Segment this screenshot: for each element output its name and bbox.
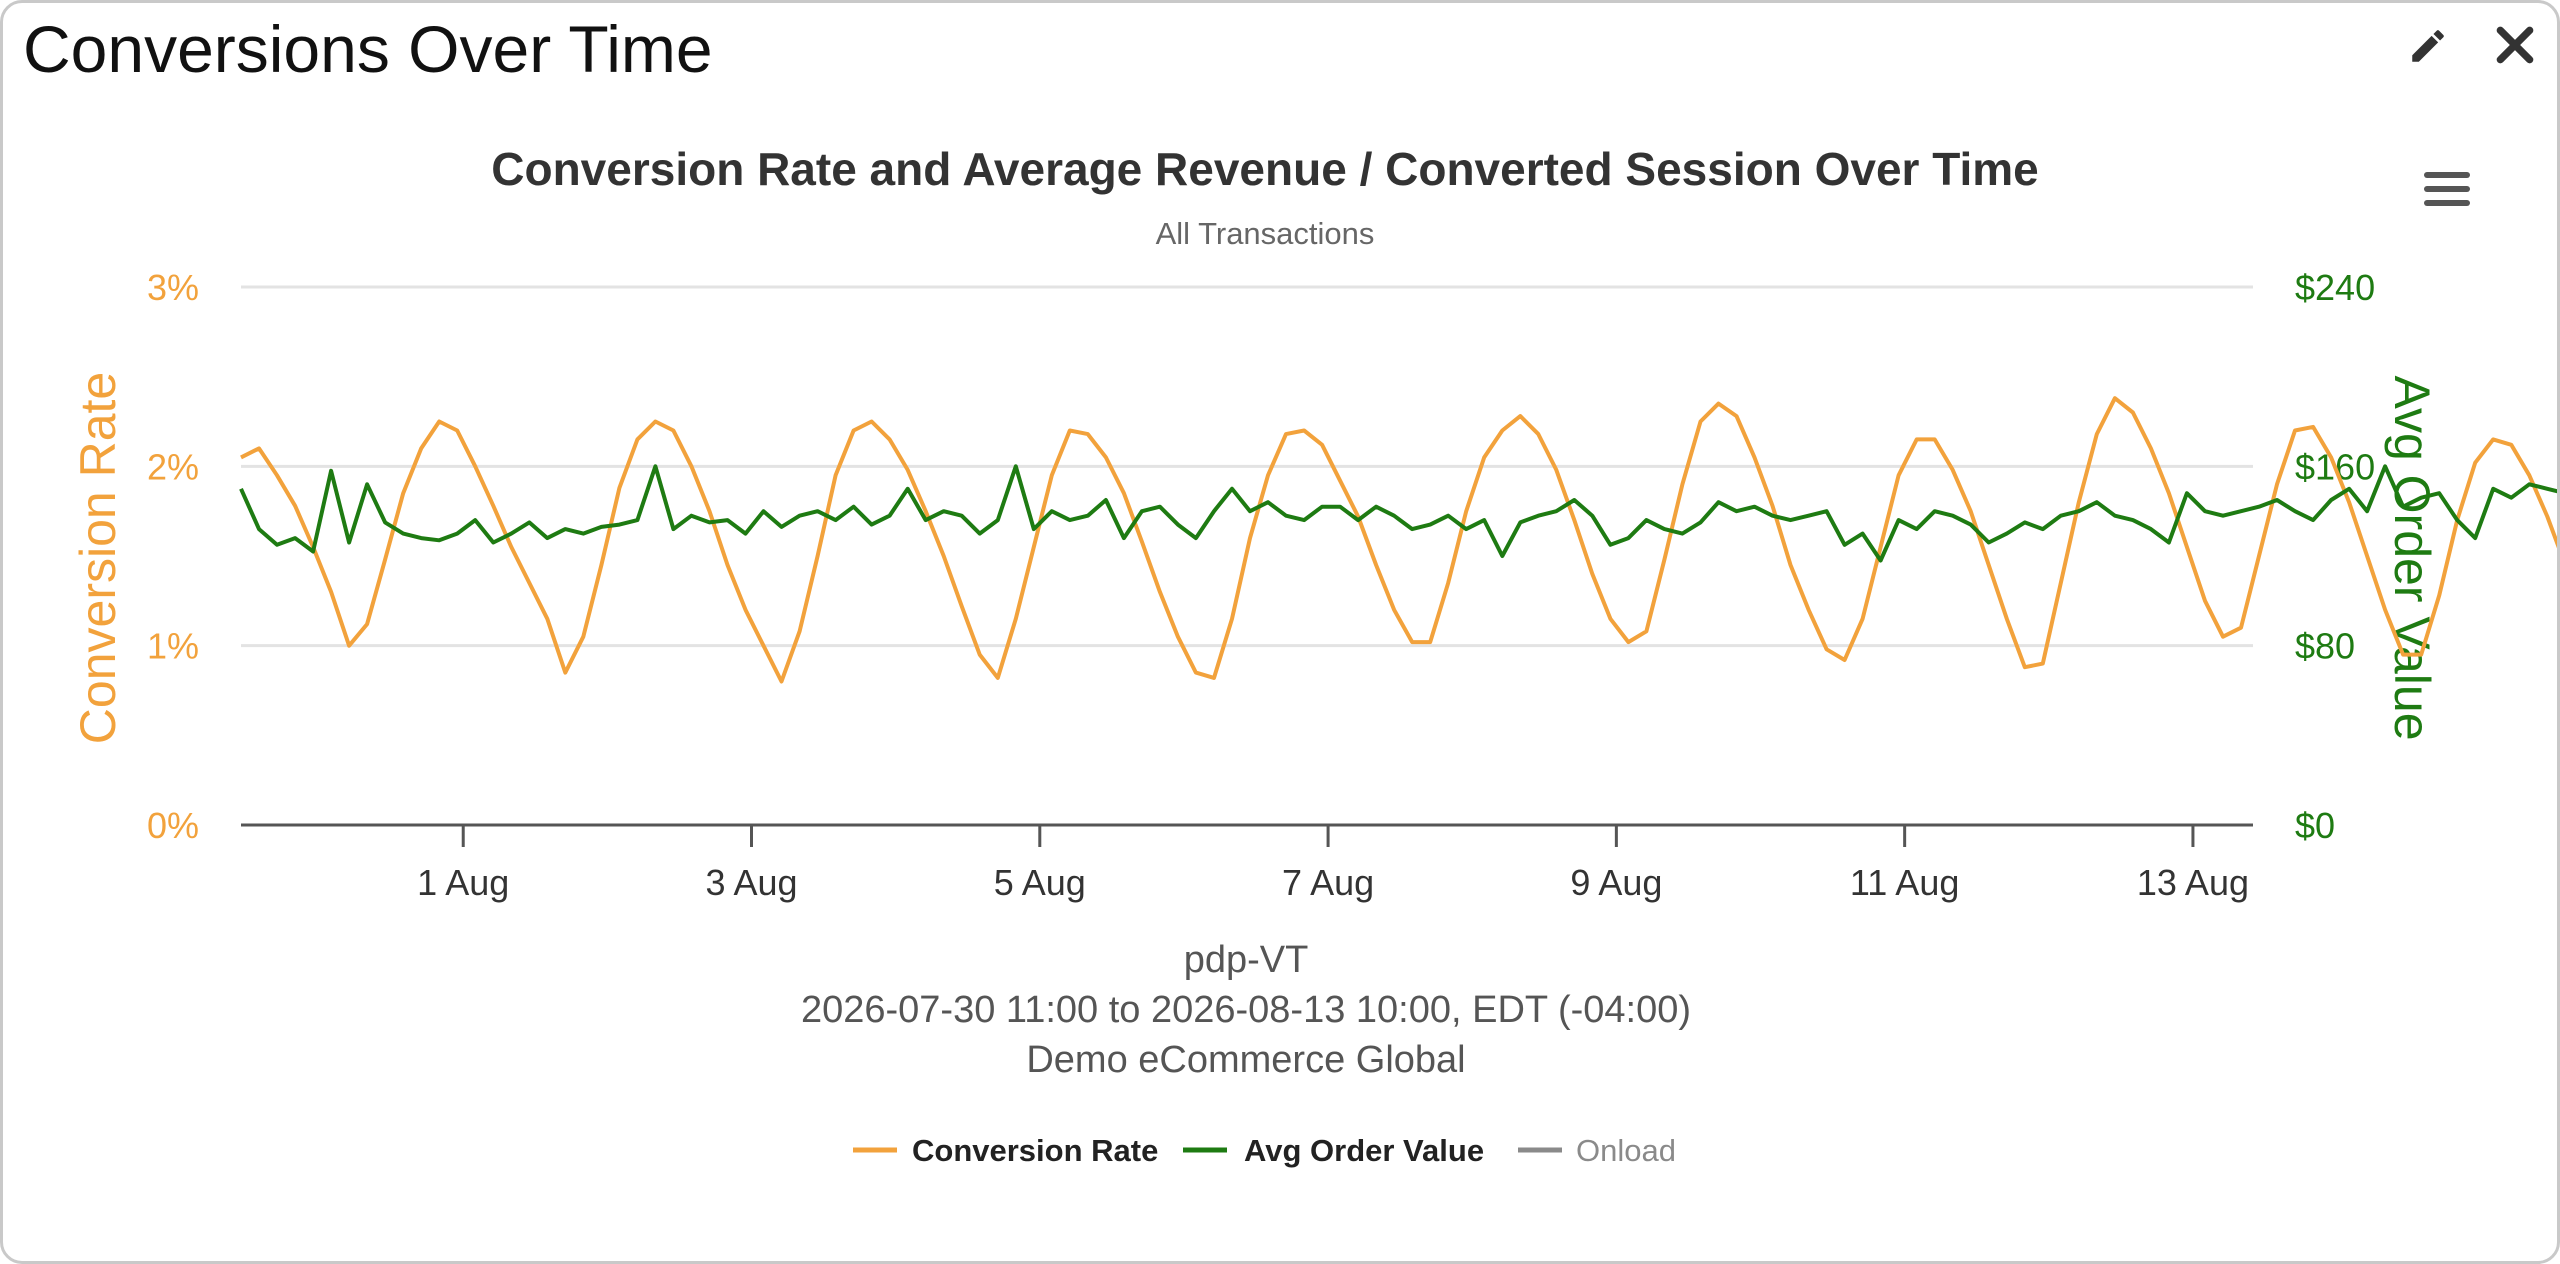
right-axis-ticks: $0$80$160$240 <box>2295 267 2375 846</box>
legend-label-onload: Onload <box>1576 1133 1676 1168</box>
x-tick-label: 5 Aug <box>994 862 1086 903</box>
right-tick-label: $0 <box>2295 805 2335 846</box>
left-tick-label: 2% <box>147 446 199 487</box>
panel-title: Conversions Over Time <box>23 12 713 86</box>
x-tick-label: 11 Aug <box>1850 862 1959 903</box>
left-axis-ticks: 0% 1% 2% 3% <box>147 267 199 846</box>
legend-label-conversion-rate: Conversion Rate <box>912 1133 1158 1168</box>
right-tick-label: $80 <box>2295 626 2355 667</box>
series-line-conversion-rate <box>240 396 2557 684</box>
left-axis-title: Conversion Rate <box>70 372 126 744</box>
x-axis-ticks: 1 Aug 3 Aug 5 Aug 7 Aug 9 Aug 11 Aug 13 Aug <box>417 825 2249 903</box>
footer-line-3: Demo eCommerce Global <box>1026 1039 1465 1081</box>
legend-label-avg-order-value: Avg Order Value <box>1244 1133 1484 1168</box>
legend-item-avg-order-value[interactable]: Avg Order Value <box>1183 1133 1484 1168</box>
x-tick-label: 7 Aug <box>1282 862 1374 903</box>
footer-line-2: 2026-07-30 11:00 to 2026-08-13 10:00, ED… <box>801 989 1691 1031</box>
close-icon[interactable] <box>2493 23 2537 67</box>
legend-item-conversion-rate[interactable]: Conversion Rate <box>853 1133 1158 1168</box>
chart-subtitle: All Transactions <box>1156 216 1375 251</box>
gridlines <box>241 285 2253 648</box>
left-tick-label: 1% <box>147 626 199 667</box>
x-tick-label: 1 Aug <box>417 862 509 903</box>
hamburger-menu-icon[interactable] <box>2422 169 2472 211</box>
x-tick-label: 13 Aug <box>2137 862 2249 903</box>
footer-line-1: pdp-VT <box>1184 939 1309 981</box>
legend: Conversion Rate Avg Order Value Onload <box>853 1133 1676 1168</box>
right-axis-title: Avg Order Value <box>2384 375 2440 740</box>
x-tick-label: 9 Aug <box>1570 862 1662 903</box>
pencil-icon[interactable] <box>2407 25 2449 67</box>
legend-item-onload[interactable]: Onload <box>1518 1133 1676 1168</box>
right-tick-label: $240 <box>2295 267 2375 308</box>
chart-title: Conversion Rate and Average Revenue / Co… <box>491 143 2039 195</box>
series-line-avg-order-value <box>239 464 2557 563</box>
left-tick-label: 0% <box>147 805 199 846</box>
x-tick-label: 3 Aug <box>705 862 797 903</box>
chart: Conversion Rate and Average Revenue / Co… <box>70 143 2557 1168</box>
left-tick-label: 3% <box>147 267 199 308</box>
